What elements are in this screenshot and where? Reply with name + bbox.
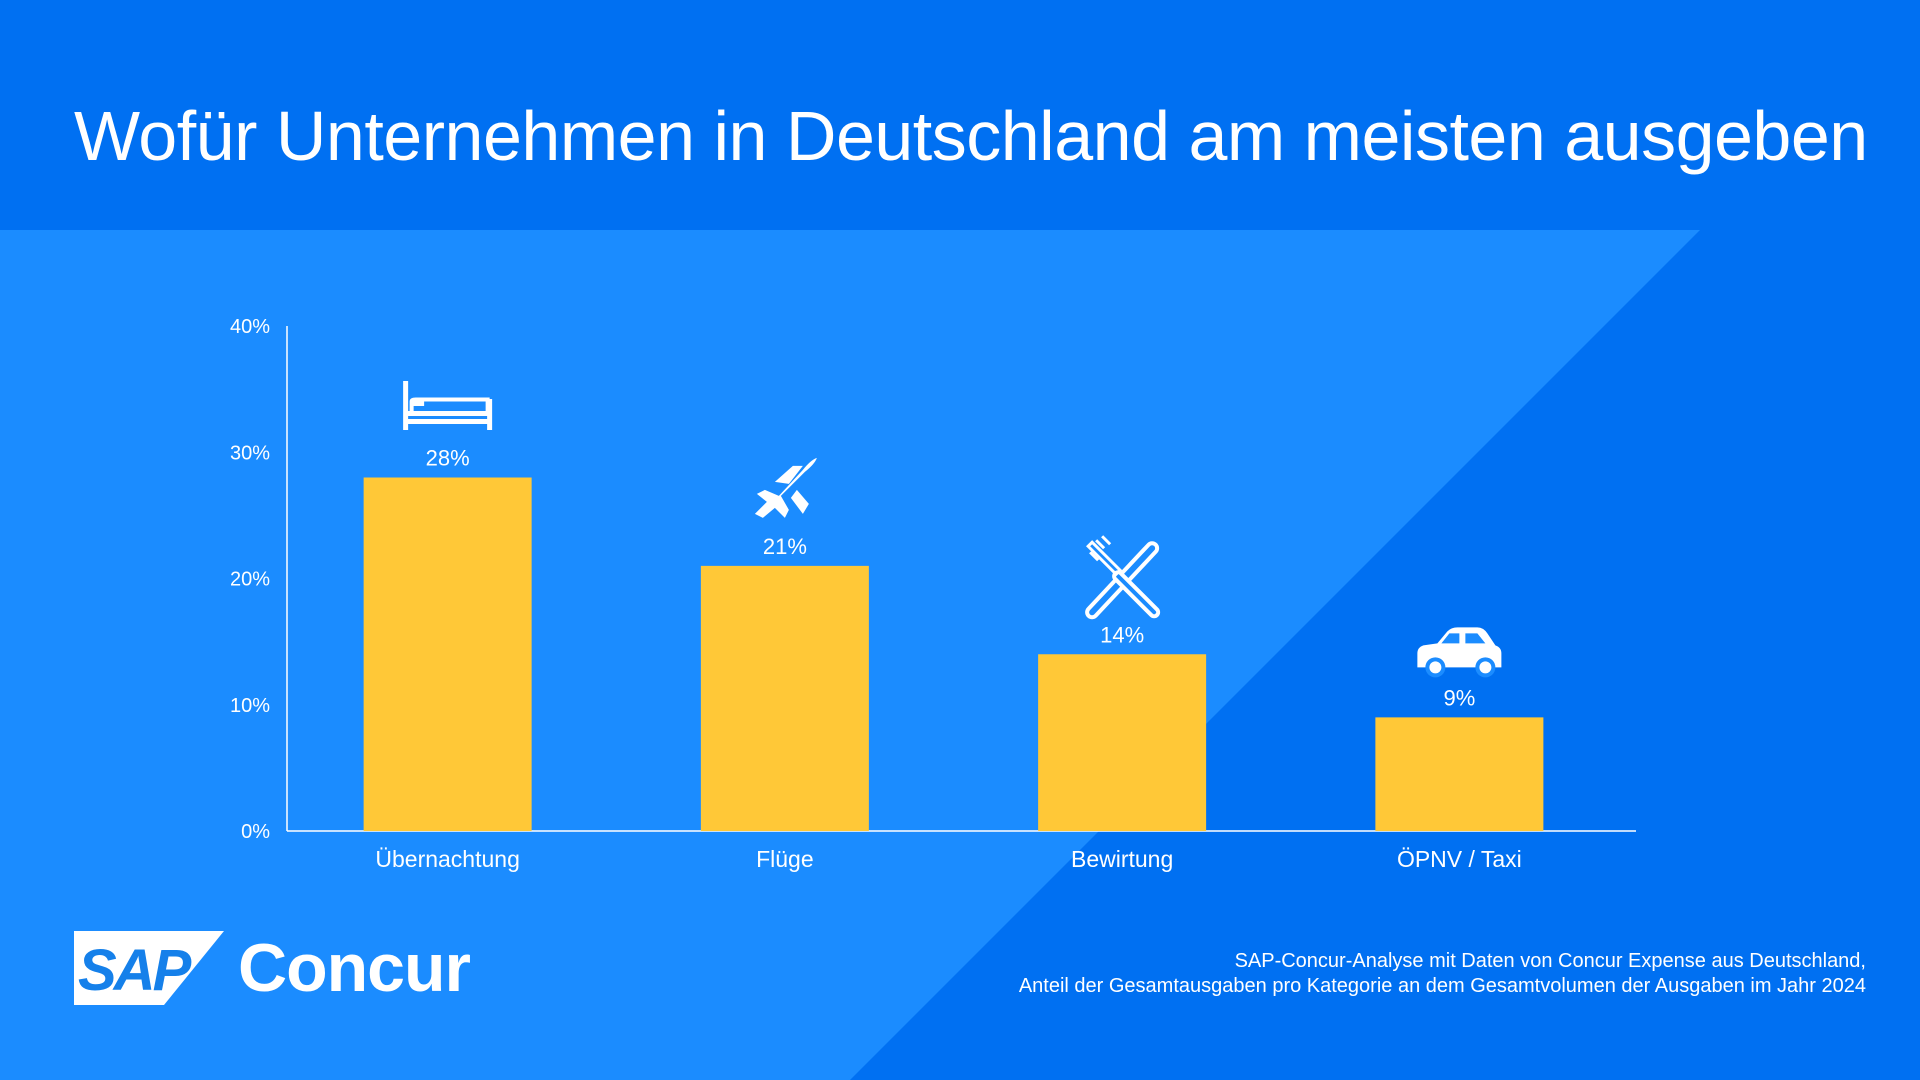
diagonal-band bbox=[850, 230, 1920, 1080]
bar-4 bbox=[1375, 717, 1544, 831]
bar-value-label: 21% bbox=[763, 534, 807, 559]
bar-3 bbox=[1038, 654, 1207, 831]
sap-concur-logo: SAP Concur bbox=[74, 930, 471, 1006]
fork-knife-icon bbox=[1085, 535, 1161, 620]
x-tick-label: Bewirtung bbox=[1071, 846, 1173, 872]
sap-logo-text: SAP bbox=[78, 938, 191, 1003]
bar-value-label: 28% bbox=[426, 446, 470, 471]
y-tick-label: 0% bbox=[241, 821, 270, 843]
chart-axes: 0% 10% 20% 30% 40% bbox=[230, 316, 1636, 843]
bar-value-label: 9% bbox=[1443, 685, 1475, 710]
bed-icon bbox=[403, 381, 493, 430]
header-band bbox=[0, 0, 1920, 230]
y-tick-label: 10% bbox=[230, 695, 270, 717]
bar-2 bbox=[700, 565, 869, 831]
airplane-icon bbox=[754, 457, 817, 518]
source-footnote: SAP-Concur-Analyse mit Daten von Concur … bbox=[1019, 949, 1866, 999]
x-tick-label: ÖPNV / Taxi bbox=[1397, 846, 1522, 872]
x-tick-label: Übernachtung bbox=[375, 846, 520, 872]
bar-value-label: 14% bbox=[1100, 622, 1144, 647]
x-tick-label: Flüge bbox=[756, 846, 814, 872]
y-tick-label: 30% bbox=[230, 442, 270, 464]
sap-logo-badge: SAP bbox=[74, 931, 224, 1005]
concur-brand-text: Concur bbox=[238, 930, 471, 1006]
page-title: Wofür Unternehmen in Deutschland am meis… bbox=[74, 97, 1868, 175]
footnote-line-2: Anteil der Gesamtausgaben pro Kategorie … bbox=[1018, 975, 1866, 997]
bar-1 bbox=[363, 477, 532, 831]
y-tick-label: 40% bbox=[230, 316, 270, 338]
chart-bars: 28% Übernachtung 21% Flüge 14% Bewirtung 9% ÖPN… bbox=[363, 381, 1544, 872]
y-tick-label: 20% bbox=[230, 569, 270, 591]
footnote-line-1: SAP-Concur-Analyse mit Daten von Concur … bbox=[1234, 950, 1866, 972]
car-icon bbox=[1417, 627, 1502, 678]
